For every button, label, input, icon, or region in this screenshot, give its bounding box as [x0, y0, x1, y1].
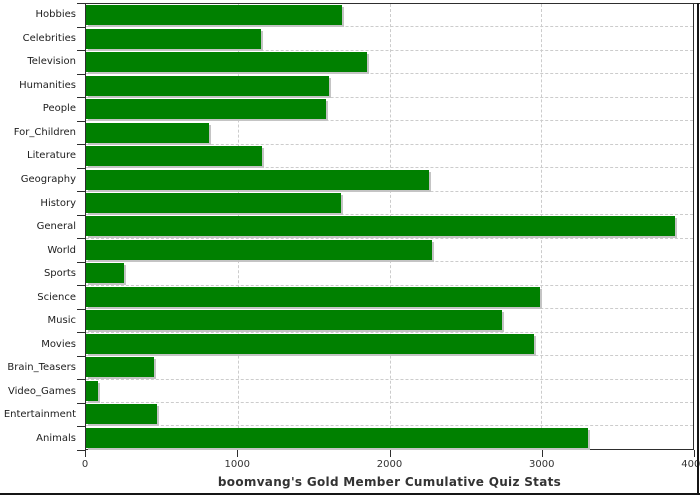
category-label: Television — [27, 56, 76, 68]
bar-row — [86, 215, 693, 239]
bar-entertainment — [86, 404, 158, 425]
y-axis-tick — [77, 238, 85, 240]
y-axis-tick — [77, 167, 85, 169]
bar-row — [86, 27, 693, 51]
y-axis-tick — [77, 332, 85, 334]
y-axis-tick — [77, 50, 85, 52]
y-axis-tick — [77, 308, 85, 310]
category-label: Science — [37, 291, 76, 303]
y-axis-tick — [77, 97, 85, 99]
y-axis-tick — [77, 450, 85, 451]
bar-row — [86, 356, 693, 380]
bar-row — [86, 309, 693, 333]
bar-world — [86, 239, 432, 260]
bar-people — [86, 99, 326, 120]
bar-geography — [86, 169, 429, 190]
y-axis-tick — [77, 402, 85, 404]
category-label: Brain_Teasers — [7, 362, 76, 374]
bar-row — [86, 121, 693, 145]
y-axis-tick — [77, 191, 85, 193]
x-axis-tick — [237, 450, 239, 457]
category-axis-labels: Hobbies Celebrities Television Humanities Pe… — [0, 3, 85, 450]
x-axis-tick — [694, 450, 695, 457]
y-axis-tick — [77, 355, 85, 357]
bar-row — [86, 168, 693, 192]
category-label: Humanities — [19, 79, 76, 91]
bar-video_games — [86, 380, 99, 401]
bar-row — [86, 286, 693, 310]
bar-row — [86, 426, 693, 448]
page-right-border — [697, 3, 699, 495]
category-label: History — [40, 197, 76, 209]
plot-area — [85, 3, 694, 450]
bar-movies — [86, 333, 534, 354]
y-axis-tick — [77, 73, 85, 75]
y-axis-tick — [77, 261, 85, 263]
bar-literature — [86, 146, 263, 167]
bar-hobbies — [86, 5, 343, 26]
bar-row — [86, 51, 693, 75]
bar-row — [86, 98, 693, 122]
category-label: People — [42, 103, 76, 115]
category-label: Video_Games — [8, 385, 76, 397]
category-label: Sports — [43, 268, 76, 280]
category-label: Hobbies — [35, 9, 76, 21]
bar-for_children — [86, 122, 209, 143]
y-axis-tick — [77, 144, 85, 146]
bar-row — [86, 74, 693, 98]
x-axis-tick — [85, 450, 86, 457]
bar-row — [86, 380, 693, 403]
bar-music — [86, 310, 502, 331]
bar-row — [86, 239, 693, 263]
y-axis-tick — [77, 379, 85, 381]
category-label: World — [47, 244, 76, 256]
y-axis-tick — [77, 214, 85, 216]
y-axis-tick — [77, 120, 85, 122]
bar-general — [86, 216, 675, 237]
bar-sports — [86, 263, 124, 284]
bar-science — [86, 286, 540, 307]
bar-row — [86, 192, 693, 216]
y-axis-tick — [77, 26, 85, 28]
bar-row — [86, 403, 693, 427]
bar-history — [86, 192, 341, 213]
x-axis-tick-label: 4000 — [681, 459, 700, 470]
bar-brain_teasers — [86, 357, 155, 378]
category-label: General — [36, 221, 76, 233]
bar-rows — [86, 4, 693, 449]
category-label: Entertainment — [3, 409, 76, 421]
x-axis-tick-label: 1000 — [224, 459, 250, 470]
bar-animals — [86, 427, 589, 448]
x-axis-tick — [389, 450, 391, 457]
x-axis-tick-label: 3000 — [529, 459, 555, 470]
category-label: Geography — [20, 173, 76, 185]
category-label: Movies — [41, 338, 76, 350]
bar-celebrities — [86, 28, 261, 49]
bar-row — [86, 145, 693, 169]
x-axis-tick — [541, 450, 543, 457]
x-axis-tick-label: 0 — [81, 459, 89, 470]
y-axis-tick — [77, 285, 85, 287]
bar-row — [86, 333, 693, 357]
category-label: Literature — [27, 150, 76, 162]
x-axis-tick-label: 2000 — [376, 459, 403, 470]
bar-humanities — [86, 75, 329, 96]
chart-title: boomvang's Gold Member Cumulative Quiz S… — [217, 475, 562, 489]
category-label: Music — [47, 315, 76, 327]
bar-row — [86, 262, 693, 286]
page-bottom-border — [0, 493, 700, 495]
y-axis-tick — [77, 3, 85, 4]
category-label: For_Children — [13, 126, 76, 138]
y-axis-tick — [77, 426, 85, 428]
category-label: Animals — [36, 432, 76, 444]
bar-row — [86, 4, 693, 28]
bar-television — [86, 52, 367, 73]
category-label: Celebrities — [22, 32, 76, 44]
